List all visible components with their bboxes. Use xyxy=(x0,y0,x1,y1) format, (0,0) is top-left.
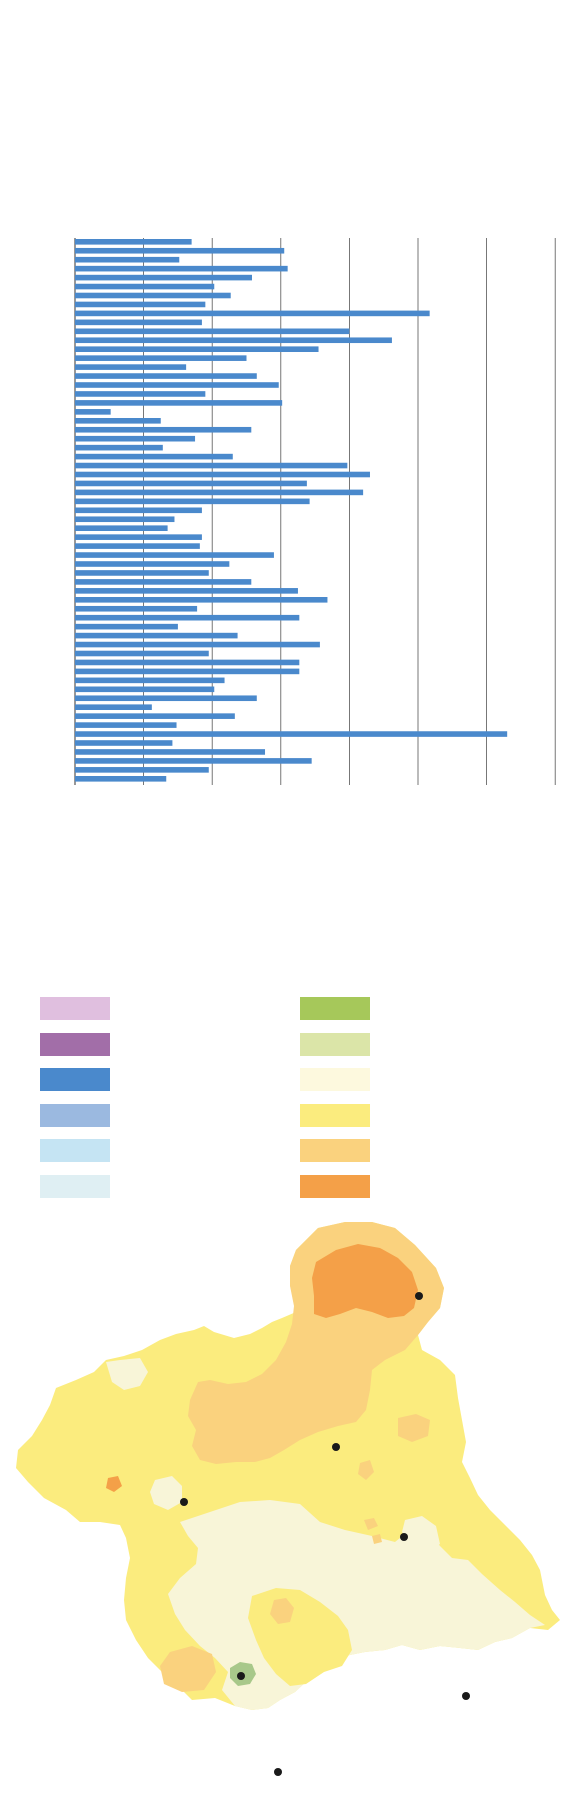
map-zone-orange-dark-patch xyxy=(106,1476,122,1492)
legend-swatch xyxy=(300,1174,370,1198)
bar xyxy=(75,373,257,379)
bar xyxy=(75,301,206,308)
bar-chart xyxy=(74,238,556,785)
bar xyxy=(75,471,370,478)
color-legend xyxy=(0,990,576,1210)
bar xyxy=(75,713,235,719)
map-zone-light xyxy=(168,1500,545,1710)
legend-swatch xyxy=(300,1103,370,1127)
legend-swatch xyxy=(40,997,110,1020)
bar xyxy=(75,552,274,558)
city-marker xyxy=(237,1672,245,1680)
bar xyxy=(75,749,266,755)
map-zone-orange-light-patch xyxy=(398,1414,430,1442)
city-markers xyxy=(180,1292,470,1776)
map-zone-light-patch xyxy=(150,1476,182,1510)
bar xyxy=(75,579,252,585)
bar xyxy=(75,462,348,469)
legend-swatch xyxy=(40,1139,110,1162)
city-marker xyxy=(462,1692,470,1700)
bar xyxy=(75,516,175,523)
bar xyxy=(75,274,252,281)
legend-swatch xyxy=(40,1103,110,1127)
bar xyxy=(75,319,202,326)
city-marker xyxy=(415,1292,423,1300)
bar xyxy=(75,391,206,397)
bar xyxy=(75,310,430,317)
legend-swatch xyxy=(300,1032,370,1056)
bar xyxy=(75,632,238,639)
bar xyxy=(75,668,300,675)
legend-swatch xyxy=(40,1174,110,1198)
bar xyxy=(75,265,288,272)
bar xyxy=(75,561,230,567)
bar xyxy=(75,677,225,684)
bar xyxy=(75,614,300,621)
bar xyxy=(75,382,279,388)
map-zone-light-patch xyxy=(106,1358,148,1390)
map-zone-light-patch xyxy=(402,1516,440,1552)
map-zone-orange-light-patch xyxy=(270,1598,294,1624)
bar xyxy=(75,605,198,612)
city-marker xyxy=(400,1533,408,1541)
bar xyxy=(75,641,320,648)
legend-swatch xyxy=(40,1068,110,1091)
bar xyxy=(75,480,307,487)
bar xyxy=(75,283,215,290)
bar xyxy=(75,400,283,406)
region-map xyxy=(16,1222,560,1776)
bar xyxy=(75,435,196,442)
legend-swatch xyxy=(40,1032,110,1056)
bar xyxy=(75,686,215,693)
bar xyxy=(75,256,180,263)
bar xyxy=(75,444,163,451)
bar xyxy=(75,355,247,361)
legend-swatch xyxy=(300,1068,370,1091)
bar xyxy=(75,659,300,666)
legend-swatch xyxy=(300,997,370,1020)
city-marker xyxy=(274,1768,282,1776)
bar xyxy=(75,498,310,505)
map-zone-orange-light-patch xyxy=(358,1460,374,1480)
bar xyxy=(75,740,173,746)
bar xyxy=(75,731,508,737)
bar xyxy=(75,525,168,531)
bar xyxy=(75,426,252,433)
bar xyxy=(75,247,285,254)
bar xyxy=(75,346,319,352)
map-zone-orange-light-patch xyxy=(160,1646,216,1692)
bar xyxy=(75,650,209,657)
bar xyxy=(75,418,161,424)
legend-swatch xyxy=(300,1139,370,1162)
bar xyxy=(75,543,200,549)
city-marker xyxy=(332,1443,340,1451)
bar xyxy=(75,364,187,370)
bar xyxy=(75,597,328,603)
bar xyxy=(75,239,192,245)
bar xyxy=(75,570,209,576)
bar xyxy=(75,704,152,710)
bar xyxy=(75,623,178,630)
city-marker xyxy=(180,1498,188,1506)
bar xyxy=(75,534,202,540)
bar xyxy=(75,722,177,728)
map-zone-orange-light-patch xyxy=(364,1518,378,1530)
bar xyxy=(75,767,209,773)
bar xyxy=(75,292,231,299)
bar xyxy=(75,507,202,514)
bar xyxy=(75,776,167,782)
bar xyxy=(75,453,233,460)
bar xyxy=(75,758,312,764)
map-zone-orange-light-patch xyxy=(372,1534,382,1544)
map-zone-orange-dark xyxy=(312,1244,418,1318)
chart-bars xyxy=(75,239,508,782)
bar xyxy=(75,337,392,344)
bar xyxy=(75,588,298,594)
bar xyxy=(75,328,350,335)
bar xyxy=(75,695,257,702)
bar xyxy=(75,489,364,496)
bar xyxy=(75,409,111,415)
